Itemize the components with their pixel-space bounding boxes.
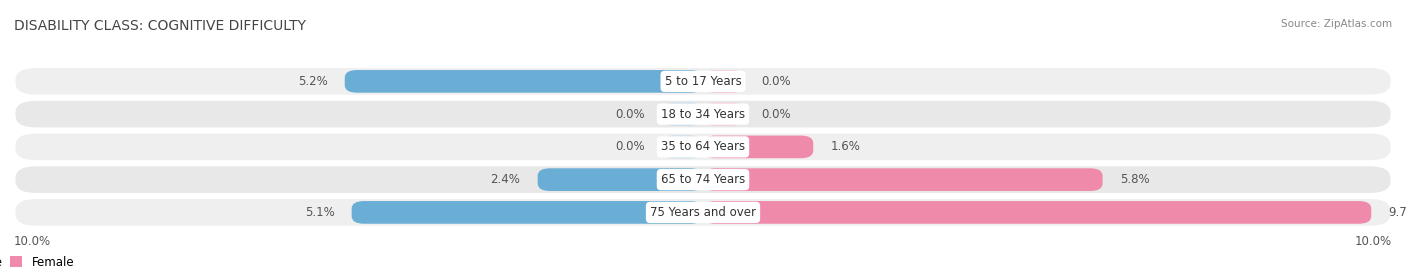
FancyBboxPatch shape bbox=[14, 165, 1392, 194]
Text: 0.0%: 0.0% bbox=[614, 140, 644, 153]
FancyBboxPatch shape bbox=[344, 70, 703, 93]
Text: 75 Years and over: 75 Years and over bbox=[650, 206, 756, 219]
FancyBboxPatch shape bbox=[703, 201, 1371, 224]
FancyBboxPatch shape bbox=[703, 168, 1102, 191]
FancyBboxPatch shape bbox=[703, 103, 744, 126]
Legend: Male, Female: Male, Female bbox=[0, 251, 79, 270]
Text: 9.7%: 9.7% bbox=[1389, 206, 1406, 219]
Text: 5.8%: 5.8% bbox=[1119, 173, 1150, 186]
Text: 1.6%: 1.6% bbox=[831, 140, 860, 153]
FancyBboxPatch shape bbox=[662, 136, 703, 158]
FancyBboxPatch shape bbox=[352, 201, 703, 224]
Text: 2.4%: 2.4% bbox=[491, 173, 520, 186]
Text: 0.0%: 0.0% bbox=[614, 108, 644, 121]
FancyBboxPatch shape bbox=[14, 99, 1392, 129]
Text: 10.0%: 10.0% bbox=[1355, 235, 1392, 248]
FancyBboxPatch shape bbox=[14, 198, 1392, 227]
Text: 0.0%: 0.0% bbox=[762, 108, 792, 121]
Text: 10.0%: 10.0% bbox=[14, 235, 51, 248]
FancyBboxPatch shape bbox=[703, 136, 813, 158]
FancyBboxPatch shape bbox=[14, 67, 1392, 96]
Text: 18 to 34 Years: 18 to 34 Years bbox=[661, 108, 745, 121]
FancyBboxPatch shape bbox=[662, 103, 703, 126]
Text: 0.0%: 0.0% bbox=[762, 75, 792, 88]
Text: 35 to 64 Years: 35 to 64 Years bbox=[661, 140, 745, 153]
Text: 5 to 17 Years: 5 to 17 Years bbox=[665, 75, 741, 88]
Text: 65 to 74 Years: 65 to 74 Years bbox=[661, 173, 745, 186]
FancyBboxPatch shape bbox=[703, 70, 744, 93]
Text: Source: ZipAtlas.com: Source: ZipAtlas.com bbox=[1281, 19, 1392, 29]
Text: 5.1%: 5.1% bbox=[305, 206, 335, 219]
FancyBboxPatch shape bbox=[14, 132, 1392, 161]
Text: 5.2%: 5.2% bbox=[298, 75, 328, 88]
FancyBboxPatch shape bbox=[537, 168, 703, 191]
Text: DISABILITY CLASS: COGNITIVE DIFFICULTY: DISABILITY CLASS: COGNITIVE DIFFICULTY bbox=[14, 19, 307, 33]
